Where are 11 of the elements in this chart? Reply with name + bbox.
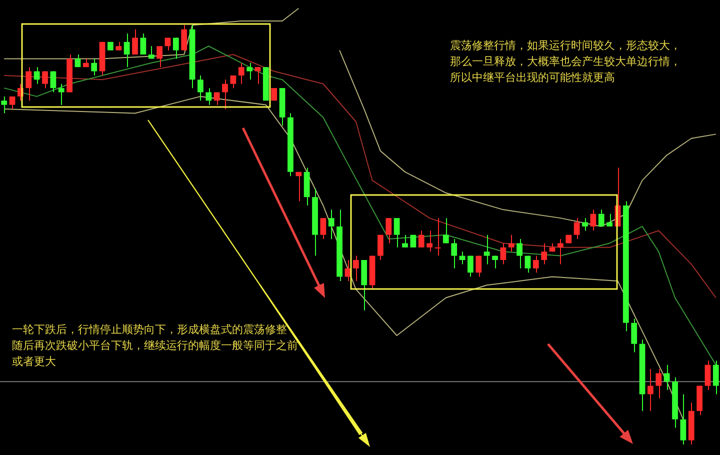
candlestick [484, 234, 490, 265]
candlestick [426, 230, 432, 252]
candlestick [1, 96, 8, 114]
annotation: 震荡修整行情，如果运行时间较久，形态较大，那么一旦释放，大概率也会产生较大单边行情，所以中继平台出现的可能性就更高 [450, 38, 682, 86]
candlestick [58, 83, 64, 106]
candlestick [402, 234, 408, 248]
annotation: 一轮下跌后，行情停止顺势向下，形成横盘式的震荡修整，随后再次跌破小平台下轨，继续运行的幅度一般等同于之前或者更大 [12, 322, 299, 370]
candlestick [246, 62, 252, 80]
candlestick [116, 41, 122, 51]
candlestick [508, 234, 514, 252]
candlestick [558, 238, 564, 265]
